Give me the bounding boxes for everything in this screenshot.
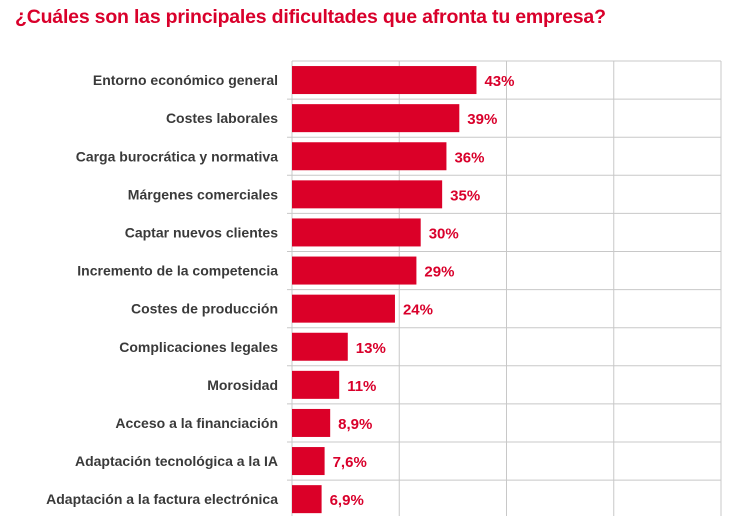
bar — [292, 332, 348, 361]
data-label: 35% — [450, 187, 480, 204]
data-label: 39% — [467, 111, 497, 128]
data-label: 7,6% — [333, 454, 367, 471]
chart-title: ¿Cuáles son las principales dificultades… — [15, 6, 606, 28]
category-label: Acceso a la financiación — [115, 415, 278, 431]
data-label: 8,9% — [338, 416, 372, 433]
data-label: 6,9% — [330, 492, 364, 509]
data-label: 29% — [424, 264, 454, 281]
data-label: 24% — [403, 302, 433, 319]
bar — [292, 142, 447, 171]
category-label: Carga burocrática y normativa — [76, 148, 279, 164]
category-label: Complicaciones legales — [119, 339, 278, 355]
category-label: Adaptación a la factura electrónica — [46, 491, 278, 507]
category-label: Costes laborales — [166, 110, 278, 126]
bar — [292, 180, 443, 209]
bar — [292, 294, 395, 323]
bar — [292, 447, 325, 476]
category-label: Entorno económico general — [93, 72, 278, 88]
bar — [292, 104, 460, 133]
category-label: Incremento de la competencia — [77, 263, 278, 279]
category-label: Captar nuevos clientes — [125, 224, 278, 240]
bar — [292, 256, 417, 285]
data-label: 13% — [356, 340, 386, 357]
bar — [292, 66, 477, 95]
data-label: 30% — [429, 225, 459, 242]
data-label: 11% — [347, 378, 376, 395]
category-label: Costes de producción — [131, 301, 278, 317]
bar — [292, 408, 331, 437]
category-label: Márgenes comerciales — [128, 186, 278, 202]
data-label: 43% — [484, 73, 514, 90]
bar — [292, 485, 322, 514]
bar — [292, 218, 421, 247]
category-label: Adaptación tecnológica a la IA — [75, 453, 278, 469]
category-label: Morosidad — [207, 377, 278, 393]
data-label: 36% — [454, 149, 484, 166]
bar — [292, 370, 340, 399]
